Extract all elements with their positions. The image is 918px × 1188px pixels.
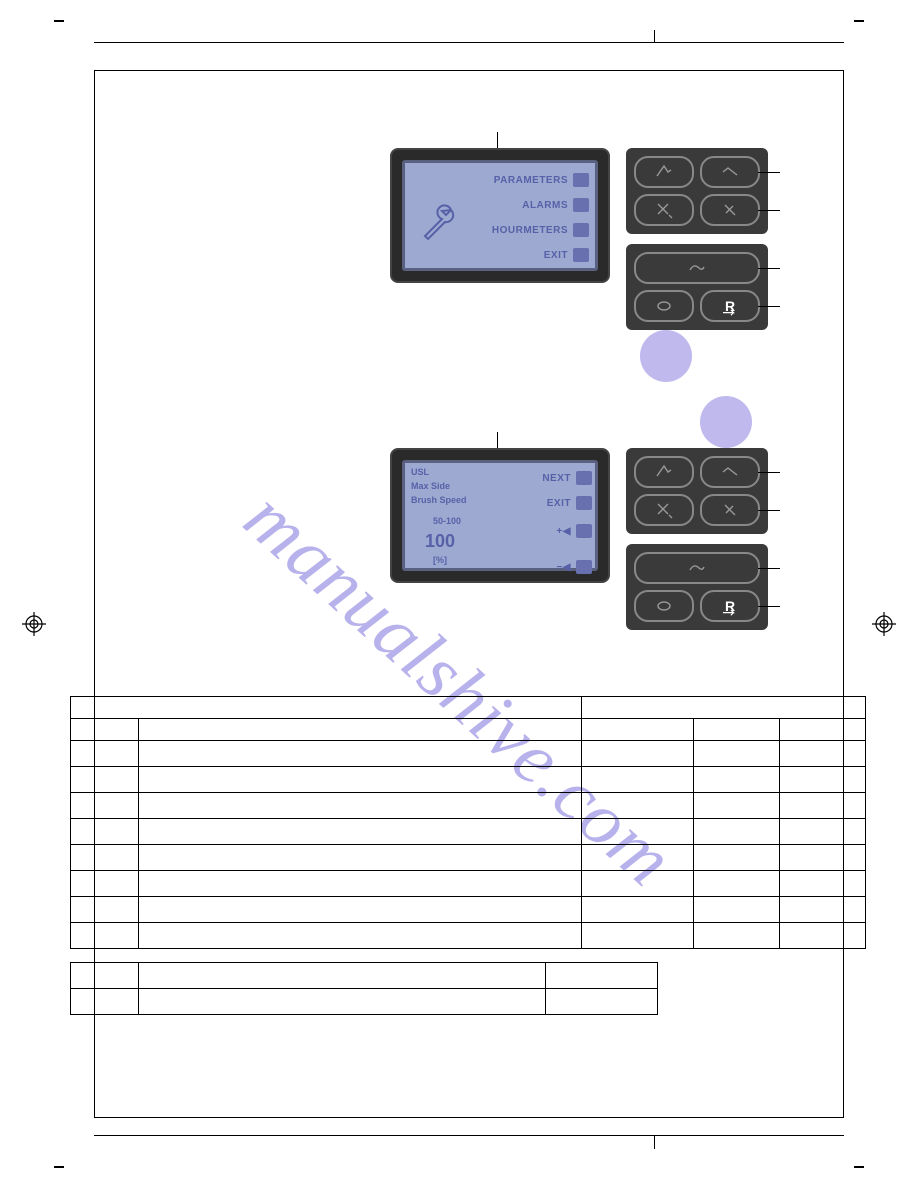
table-row	[71, 897, 866, 923]
lcd-plus-icon: +◀	[556, 526, 571, 537]
table-header-left	[71, 697, 582, 719]
keypad-panel-2: R	[626, 448, 768, 640]
lcd-value: 100	[425, 531, 455, 552]
table-row	[71, 923, 866, 949]
keypad-button-a2[interactable]	[700, 456, 760, 488]
lcd-btn-icon	[576, 471, 592, 485]
lcd-btn-icon	[573, 198, 589, 212]
header-rule	[94, 42, 844, 43]
wrench-icon	[413, 198, 463, 248]
table-row	[71, 845, 866, 871]
keypad-button-b1[interactable]	[634, 494, 694, 526]
crop-mark	[54, 20, 64, 22]
crop-mark	[854, 20, 864, 22]
lcd-next: NEXT	[542, 473, 571, 484]
table-row	[71, 793, 866, 819]
table-col-default	[780, 719, 866, 741]
keypad-panel-1: R	[626, 148, 768, 340]
lcd-btn-icon	[576, 496, 592, 510]
keypad-button-d1[interactable]	[634, 290, 694, 322]
table-col-no	[71, 719, 139, 741]
lcd-btn-icon	[576, 560, 592, 574]
header-divider	[654, 30, 655, 43]
keypad-button-c1[interactable]	[634, 552, 760, 584]
lcd-range: 50-100	[433, 516, 461, 526]
registration-mark-icon	[22, 612, 46, 636]
keypad-button-a1[interactable]	[634, 156, 694, 188]
lcd-menu-hourmeters: HOURMETERS	[492, 225, 568, 236]
table-col-range	[582, 719, 694, 741]
keypad-button-c1[interactable]	[634, 252, 760, 284]
lcd-btn-icon	[573, 248, 589, 262]
lcd-btn-icon	[573, 173, 589, 187]
lcd-line3: Brush Speed	[411, 495, 467, 505]
footer-rule	[94, 1135, 844, 1136]
keypad-button-a1[interactable]	[634, 456, 694, 488]
crop-mark	[54, 1166, 64, 1168]
table-col-param	[139, 719, 582, 741]
keypad-button-d1[interactable]	[634, 590, 694, 622]
lcd-pct: [%]	[433, 555, 447, 565]
registration-mark-icon	[872, 612, 896, 636]
lcd-display-1: PARAMETERS ALARMS HOURMETERS EXIT	[390, 148, 610, 283]
lcd-line2: Max Side	[411, 481, 450, 491]
lcd-minus-icon: −◀	[556, 562, 571, 573]
table-col-unit	[694, 719, 780, 741]
lcd-display-2: USL Max Side Brush Speed 50-100 100 [%] …	[390, 448, 610, 583]
table-row	[71, 819, 866, 845]
keypad-button-b2[interactable]	[700, 494, 760, 526]
table-row	[71, 989, 658, 1015]
table-row	[71, 767, 866, 793]
sub-table	[70, 962, 658, 1015]
keypad-button-b1[interactable]	[634, 194, 694, 226]
table-header-right	[582, 697, 866, 719]
keypad-button-r[interactable]: R	[700, 590, 760, 622]
table-row	[71, 963, 658, 989]
table-row	[71, 741, 866, 767]
lcd-exit: EXIT	[547, 498, 571, 509]
footer-divider	[654, 1136, 655, 1149]
keypad-button-a2[interactable]	[700, 156, 760, 188]
lcd-btn-icon	[573, 223, 589, 237]
crop-mark	[854, 1166, 864, 1168]
lcd-menu-exit: EXIT	[544, 250, 568, 261]
lcd-menu-parameters: PARAMETERS	[494, 175, 568, 186]
parameters-table	[70, 696, 866, 949]
lcd-title: USL	[411, 467, 429, 477]
keypad-button-b2[interactable]	[700, 194, 760, 226]
lcd-btn-icon	[576, 524, 592, 538]
lcd-menu-alarms: ALARMS	[522, 200, 568, 211]
keypad-button-r[interactable]: R	[700, 290, 760, 322]
table-row	[71, 871, 866, 897]
